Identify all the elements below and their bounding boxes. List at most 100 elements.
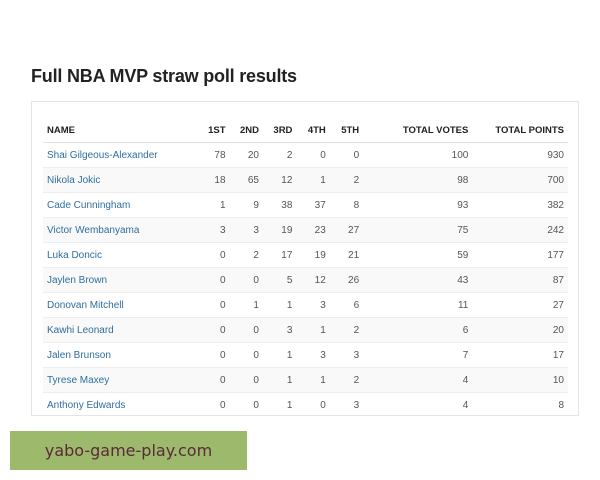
table-row: Jalen Brunson 0 0 1 3 3 7 17 xyxy=(43,342,568,368)
cell-third: 17 xyxy=(262,242,297,268)
cell-second: 0 xyxy=(229,267,263,293)
cell-fourth: 1 xyxy=(296,167,330,193)
cell-total-votes: 75 xyxy=(363,217,473,243)
cell-third: 2 xyxy=(262,142,297,168)
cell-second: 20 xyxy=(229,142,263,168)
cell-third: 1 xyxy=(262,292,297,318)
cell-fourth: 19 xyxy=(296,242,330,268)
header-total-votes: TOTAL VOTES xyxy=(363,118,473,143)
cell-third: 1 xyxy=(262,367,297,393)
cell-total-points: 10 xyxy=(472,367,568,393)
cell-fifth: 3 xyxy=(329,342,364,368)
cell-fourth: 0 xyxy=(296,392,330,417)
cell-fifth: 27 xyxy=(329,217,364,243)
cell-second: 1 xyxy=(229,292,263,318)
header-5th: 5TH xyxy=(329,118,364,143)
cell-second: 0 xyxy=(229,367,263,393)
cell-total-points: 242 xyxy=(472,217,568,243)
player-name-link[interactable]: Kawhi Leonard xyxy=(43,317,197,343)
cell-total-votes: 4 xyxy=(363,392,473,417)
table-row: Jaylen Brown 0 0 5 12 26 43 87 xyxy=(43,267,568,293)
cell-third: 1 xyxy=(262,342,297,368)
cell-total-points: 382 xyxy=(472,192,568,218)
header-total-points: TOTAL POINTS xyxy=(472,118,568,143)
player-name-link[interactable]: Jaylen Brown xyxy=(43,267,197,293)
cell-fifth: 6 xyxy=(329,292,364,318)
cell-second: 0 xyxy=(229,317,263,343)
results-table: NAME 1ST 2ND 3RD 4TH 5TH TOTAL VOTES TOT… xyxy=(43,118,568,417)
cell-second: 2 xyxy=(229,242,263,268)
cell-second: 65 xyxy=(229,167,263,193)
cell-total-votes: 59 xyxy=(363,242,473,268)
player-name-link[interactable]: Shai Gilgeous-Alexander xyxy=(43,142,197,168)
cell-total-votes: 93 xyxy=(363,192,473,218)
player-name-link[interactable]: Anthony Edwards xyxy=(43,392,197,417)
table-row: Luka Doncic 0 2 17 19 21 59 177 xyxy=(43,242,568,268)
cell-second: 9 xyxy=(229,192,263,218)
cell-total-votes: 4 xyxy=(363,367,473,393)
cell-third: 3 xyxy=(262,317,297,343)
cell-fourth: 12 xyxy=(296,267,330,293)
header-4th: 4TH xyxy=(296,118,330,143)
player-name-link[interactable]: Victor Wembanyama xyxy=(43,217,197,243)
cell-first: 0 xyxy=(196,392,230,417)
cell-fourth: 3 xyxy=(296,342,330,368)
cell-total-points: 17 xyxy=(472,342,568,368)
cell-first: 78 xyxy=(196,142,230,168)
player-name-link[interactable]: Luka Doncic xyxy=(43,242,197,268)
cell-total-points: 8 xyxy=(472,392,568,417)
cell-total-votes: 100 xyxy=(363,142,473,168)
cell-fourth: 1 xyxy=(296,367,330,393)
cell-total-points: 700 xyxy=(472,167,568,193)
cell-total-points: 930 xyxy=(472,142,568,168)
cell-third: 5 xyxy=(262,267,297,293)
player-name-link[interactable]: Donovan Mitchell xyxy=(43,292,197,318)
cell-total-points: 177 xyxy=(472,242,568,268)
cell-first: 3 xyxy=(196,217,230,243)
cell-first: 1 xyxy=(196,192,230,218)
cell-fourth: 0 xyxy=(296,142,330,168)
player-name-link[interactable]: Jalen Brunson xyxy=(43,342,197,368)
table-row: Cade Cunningham 1 9 38 37 8 93 382 xyxy=(43,192,568,218)
cell-total-votes: 98 xyxy=(363,167,473,193)
cell-first: 0 xyxy=(196,267,230,293)
cell-fourth: 3 xyxy=(296,292,330,318)
cell-total-votes: 11 xyxy=(363,292,473,318)
table-row: Kawhi Leonard 0 0 3 1 2 6 20 xyxy=(43,317,568,343)
table-header-row: NAME 1ST 2ND 3RD 4TH 5TH TOTAL VOTES TOT… xyxy=(43,118,568,143)
cell-fifth: 2 xyxy=(329,367,364,393)
table-row: Donovan Mitchell 0 1 1 3 6 11 27 xyxy=(43,292,568,318)
results-panel: NAME 1ST 2ND 3RD 4TH 5TH TOTAL VOTES TOT… xyxy=(31,101,579,417)
cell-third: 12 xyxy=(262,167,297,193)
cell-fourth: 23 xyxy=(296,217,330,243)
table-row: Victor Wembanyama 3 3 19 23 27 75 242 xyxy=(43,217,568,243)
cell-fourth: 37 xyxy=(296,192,330,218)
cell-first: 18 xyxy=(196,167,230,193)
cell-third: 1 xyxy=(262,392,297,417)
cell-second: 3 xyxy=(229,217,263,243)
cell-total-points: 20 xyxy=(472,317,568,343)
table-row: Tyrese Maxey 0 0 1 1 2 4 10 xyxy=(43,367,568,393)
player-name-link[interactable]: Cade Cunningham xyxy=(43,192,197,218)
header-1st: 1ST xyxy=(196,118,230,143)
cell-first: 0 xyxy=(196,292,230,318)
cell-first: 0 xyxy=(196,367,230,393)
header-2nd: 2ND xyxy=(229,118,263,143)
player-name-link[interactable]: Tyrese Maxey xyxy=(43,367,197,393)
cell-total-points: 87 xyxy=(472,267,568,293)
cell-first: 0 xyxy=(196,342,230,368)
cell-fifth: 2 xyxy=(329,317,364,343)
header-name: NAME xyxy=(43,118,197,143)
cell-fifth: 0 xyxy=(329,142,364,168)
table-row: Nikola Jokic 18 65 12 1 2 98 700 xyxy=(43,167,568,193)
player-name-link[interactable]: Nikola Jokic xyxy=(43,167,197,193)
header-3rd: 3RD xyxy=(262,118,297,143)
cell-fifth: 21 xyxy=(329,242,364,268)
cell-first: 0 xyxy=(196,242,230,268)
cell-first: 0 xyxy=(196,317,230,343)
table-row: Anthony Edwards 0 0 1 0 3 4 8 xyxy=(43,392,568,417)
cell-second: 0 xyxy=(229,342,263,368)
page-title: Full NBA MVP straw poll results xyxy=(31,66,297,86)
cell-total-votes: 43 xyxy=(363,267,473,293)
cell-second: 0 xyxy=(229,392,263,417)
